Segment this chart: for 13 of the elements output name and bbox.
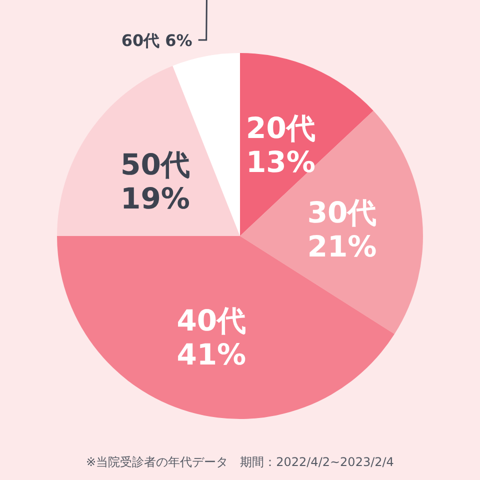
data-label: 21% (307, 229, 377, 264)
data-label: 41% (176, 337, 246, 372)
text: ※当院受診者の年代データ 期間：2022/4/2~2023/2/4 (86, 455, 394, 469)
pie-slice (57, 66, 240, 236)
data-label: 19% (120, 181, 190, 216)
slice-label: 40代 (176, 303, 246, 338)
slice-label: 20代 (246, 110, 316, 145)
slice-label: 30代 (307, 195, 377, 230)
slice-label: 60代 (121, 31, 160, 50)
slice-label: 50代 (120, 147, 190, 182)
pie-slice (57, 236, 395, 419)
data-label: 6% (165, 31, 192, 50)
data-label: 13% (246, 144, 316, 179)
